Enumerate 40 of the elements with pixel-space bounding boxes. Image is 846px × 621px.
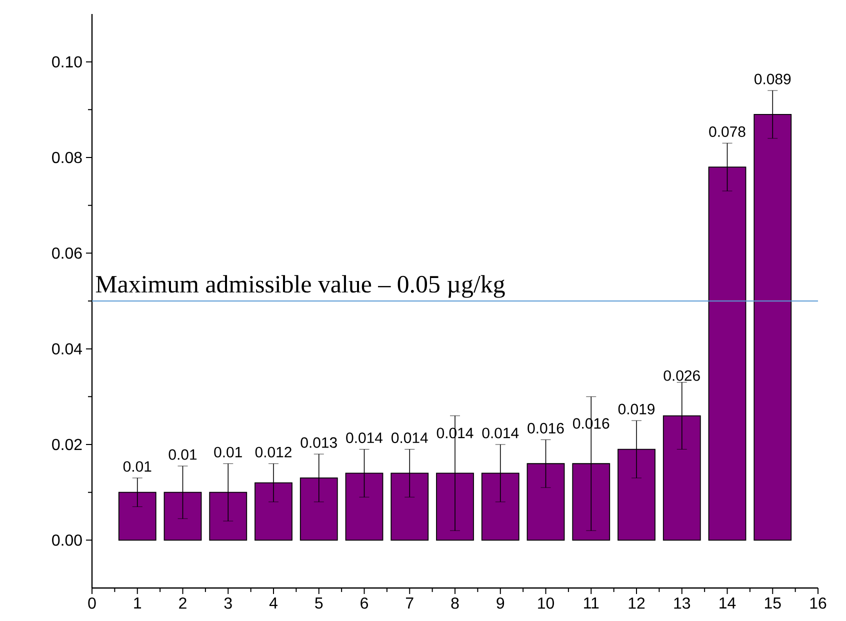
x-tick-label: 4 (269, 598, 278, 608)
x-tick-label: 10 (538, 598, 554, 609)
x-tick-label: 5 (315, 598, 323, 609)
x-tick-label: 15 (764, 598, 781, 609)
x-tick-label: 3 (224, 598, 232, 609)
x-tick-label: 9 (496, 598, 504, 609)
data-label: 0.014 (482, 428, 519, 438)
data-label: 0.089 (754, 74, 791, 84)
bar (390, 472, 429, 541)
x-tick-label: 14 (720, 598, 736, 608)
x-tick-label: 8 (451, 598, 459, 609)
x-tick-label: 11 (584, 598, 599, 608)
bar (345, 472, 384, 541)
y-tick-label: 0.02 (52, 438, 82, 450)
data-label: 0.014 (346, 432, 383, 444)
x-tick-label: 7 (406, 598, 414, 608)
x-tick-label: 6 (360, 598, 368, 609)
data-label: 0.019 (618, 404, 654, 414)
x-tick-label: 0 (88, 598, 96, 609)
y-tick-label: 0.00 (52, 534, 82, 546)
x-tick-label: 12 (628, 598, 645, 609)
data-label: 0.01 (168, 449, 197, 460)
data-label: 0.012 (255, 446, 292, 458)
data-label: 0.078 (709, 126, 746, 137)
data-label: 0.016 (528, 422, 564, 434)
y-tick-label: 0.10 (52, 56, 82, 68)
y-tick-label: 0.04 (52, 343, 82, 354)
x-tick-label: 16 (810, 598, 826, 609)
data-label: 0.026 (664, 370, 700, 381)
data-label: 0.01 (123, 461, 152, 472)
data-label: 0.01 (214, 446, 242, 458)
x-tick-label: 13 (674, 598, 690, 609)
data-label: 0.013 (300, 437, 337, 448)
y-tick-label: 0.08 (52, 152, 82, 164)
y-tick-label: 0.06 (52, 248, 82, 259)
x-tick-label: 2 (179, 598, 186, 609)
bar (481, 472, 520, 541)
ref-line-label: Maximum admissible value – 0.05 µg/kg (96, 275, 505, 298)
x-tick-label: 1 (134, 598, 142, 608)
data-label: 0.014 (392, 432, 428, 444)
